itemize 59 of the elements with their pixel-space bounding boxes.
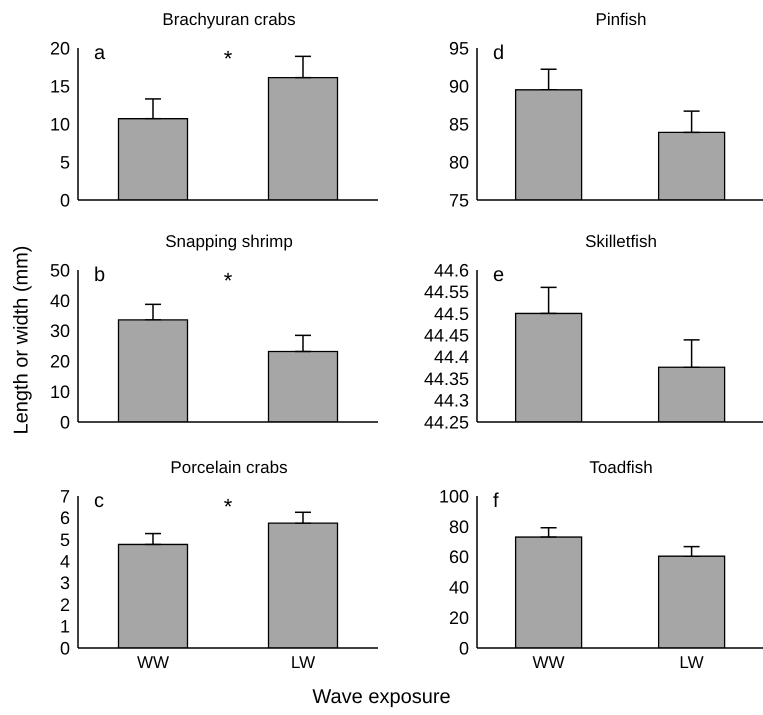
chart-title: Pinfish: [594, 10, 648, 30]
y-tick-label: 10: [50, 114, 70, 134]
annotation: b: [94, 264, 106, 287]
y-tick-label: 20: [50, 38, 70, 58]
annotation: *: [222, 46, 234, 72]
annotation: d: [493, 42, 504, 65]
y-tick-label: 20: [50, 352, 70, 372]
x-axis-title: Wave exposure: [311, 686, 452, 709]
y-tick-label: 10: [50, 382, 70, 402]
y-tick-label: 44.6: [434, 260, 469, 280]
y-tick-label: 80: [448, 516, 469, 537]
y-tick-label: 6: [60, 508, 70, 528]
y-tick-label: 44.35: [424, 368, 469, 389]
y-tick-label: 50: [50, 260, 70, 280]
y-tick-label: 2: [60, 594, 70, 615]
y-tick-label: 40: [50, 290, 70, 311]
y-tick-label: 75: [448, 190, 469, 210]
chart-title: Skilletfish: [584, 232, 658, 252]
y-tick-label: 1: [60, 616, 70, 637]
y-tick-label: 40: [448, 578, 469, 598]
y-tick-label: 30: [50, 321, 70, 342]
y-tick-label: 90: [448, 76, 469, 96]
y-tick-label: 0: [458, 638, 469, 658]
y-tick-label: 0: [60, 412, 70, 432]
y-tick-label: 85: [448, 114, 469, 134]
y-tick-label: 5: [60, 152, 70, 172]
y-tick-label: 44.3: [434, 390, 469, 411]
annotation: e: [493, 264, 504, 287]
y-tick-label: 44.5: [434, 304, 469, 324]
y-tick-label: 0: [60, 638, 70, 658]
y-tick-label: 100: [438, 486, 469, 506]
y-tick-label: 4: [60, 552, 70, 572]
x-tick-label: WW: [136, 653, 170, 672]
y-tick-label: 44.4: [434, 347, 469, 368]
x-tick-label: LW: [679, 653, 704, 672]
annotation: c: [94, 490, 104, 513]
y-tick-label: 80: [448, 152, 469, 172]
y-tick-label: 0: [60, 190, 70, 210]
y-tick-label: 20: [448, 608, 469, 628]
chart-title: Porcelain crabs: [169, 458, 289, 478]
y-tick-label: 7: [60, 486, 70, 506]
y-tick-label: 60: [448, 547, 469, 568]
chart-title: Snapping shrimp: [164, 232, 294, 252]
y-tick-label: 15: [50, 76, 70, 96]
y-tick-label: 95: [448, 38, 469, 58]
y-tick-label: 44.55: [424, 282, 469, 302]
x-tick-label: LW: [290, 653, 316, 672]
chart-title: Toadfish: [588, 458, 654, 478]
annotation: f: [493, 490, 499, 513]
y-tick-label: 3: [60, 573, 70, 594]
annotation: *: [222, 268, 234, 294]
y-tick-label: 5: [60, 530, 70, 550]
y-tick-label: 44.25: [424, 412, 469, 432]
x-tick-label: WW: [532, 653, 565, 672]
y-tick-label: 44.45: [424, 326, 469, 346]
y-axis-title: Length or width (mm): [10, 246, 34, 434]
annotation: *: [222, 494, 234, 520]
annotation: a: [94, 42, 106, 65]
chart-title: Brachyuran crabs: [161, 10, 297, 30]
